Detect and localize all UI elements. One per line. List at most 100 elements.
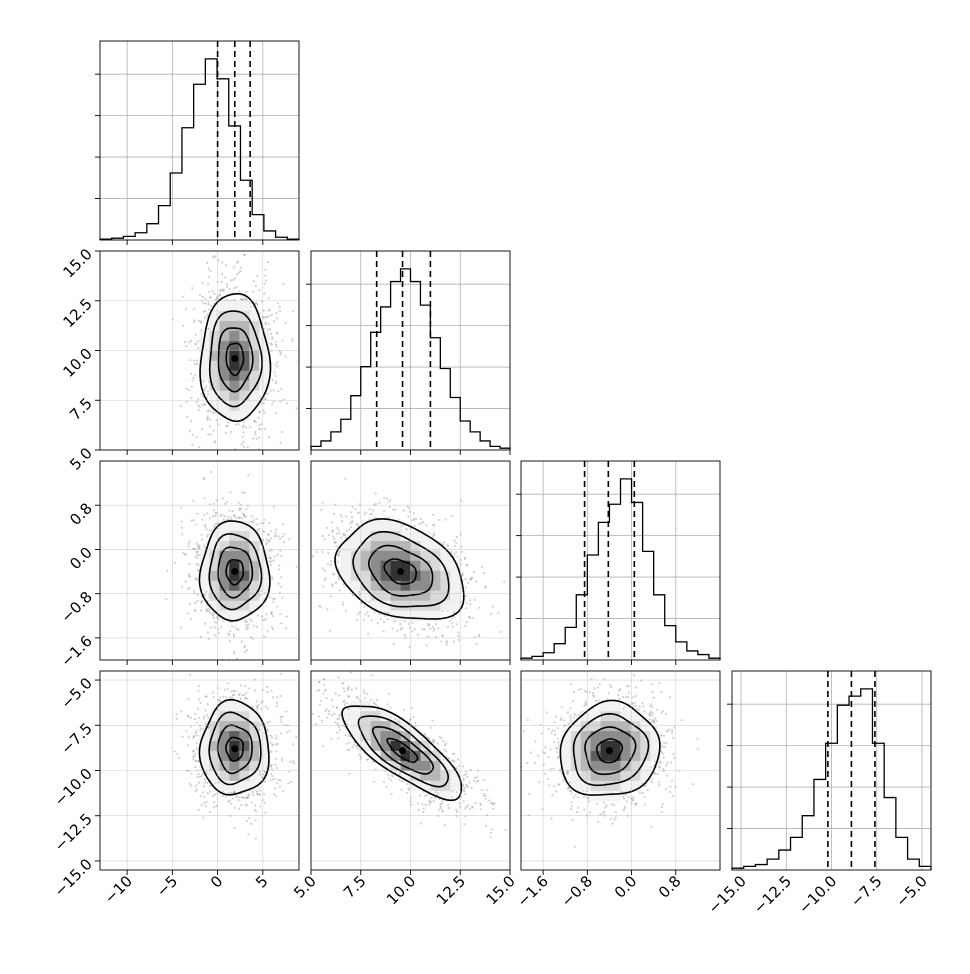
scatter-point (367, 633, 369, 635)
scatter-point (274, 375, 276, 377)
scatter-point (212, 515, 214, 517)
scatter-point (208, 291, 210, 293)
scatter-point (435, 623, 437, 625)
scatter-point (276, 361, 278, 363)
density-cell (229, 301, 239, 311)
scatter-point (189, 576, 191, 578)
histogram-panel-3 (727, 671, 931, 870)
scatter-point (207, 303, 209, 305)
scatter-point (469, 599, 471, 601)
density-cell (209, 600, 219, 610)
scatter-point (341, 520, 343, 522)
scatter-point (316, 551, 318, 553)
scatter-point (187, 744, 189, 746)
scatter-point (256, 626, 258, 628)
scatter-point (386, 498, 388, 500)
scatter-point (185, 401, 187, 403)
scatter-point (279, 550, 281, 552)
scatter-point (188, 573, 190, 575)
scatter-point (188, 341, 190, 343)
density-cell (371, 521, 381, 531)
scatter-point (207, 416, 209, 418)
scatter-point (467, 582, 469, 584)
scatter-point (206, 262, 208, 264)
scatter-point (188, 389, 190, 391)
scatter-point (378, 613, 380, 615)
scatter-point (208, 276, 210, 278)
scatter-point (214, 523, 216, 525)
scatter-point (225, 696, 227, 698)
scatter-point (263, 619, 265, 621)
scatter-point (193, 321, 195, 323)
scatter-point (371, 513, 373, 515)
scatter-point (270, 333, 272, 335)
scatter-point (234, 827, 236, 829)
scatter-point (276, 735, 278, 737)
scatter-point (366, 611, 368, 613)
scatter-point (194, 592, 196, 594)
scatter-point (478, 634, 480, 636)
scatter-point (372, 509, 374, 511)
scatter-point (215, 512, 217, 514)
scatter-point (194, 374, 196, 376)
scatter-point (234, 277, 236, 279)
scatter-point (269, 596, 271, 598)
scatter-point (187, 612, 189, 614)
scatter-point (271, 338, 273, 340)
scatter-point (213, 430, 215, 432)
scatter-point (286, 616, 288, 618)
scatter-point (278, 568, 280, 570)
scatter-point (181, 521, 183, 523)
scatter-point (279, 353, 281, 355)
histogram-panel-0 (95, 41, 299, 245)
scatter-point (340, 536, 342, 538)
scatter-point (333, 542, 335, 544)
scatter-point (207, 328, 209, 330)
scatter-point (237, 629, 239, 631)
scatter-point (338, 529, 340, 531)
scatter-point (218, 632, 220, 634)
scatter-point (274, 598, 276, 600)
scatter-point (207, 450, 209, 452)
scatter-point (180, 626, 182, 628)
scatter-point (446, 640, 448, 642)
scatter-point (404, 634, 406, 636)
scatter-point (279, 306, 281, 308)
scatter-point (231, 626, 233, 628)
scatter-point (275, 750, 277, 752)
scatter-point (238, 502, 240, 504)
scatter-point (235, 690, 237, 692)
scatter-point (247, 833, 249, 835)
scatter-point (344, 477, 346, 479)
scatter-point (280, 442, 282, 444)
scatter-point (276, 332, 278, 334)
scatter-point (405, 528, 407, 530)
scatter-point (471, 577, 473, 579)
scatter-point (329, 595, 331, 597)
scatter-point (204, 302, 206, 304)
scatter-point (268, 540, 270, 542)
scatter-point (245, 426, 247, 428)
scatter-point (351, 516, 353, 518)
scatter-point (282, 283, 284, 285)
scatter-point (197, 708, 199, 710)
scatter-point (399, 623, 401, 625)
scatter-point (244, 651, 246, 653)
panel-background (100, 41, 299, 240)
scatter-point (207, 283, 209, 285)
scatter-point (232, 510, 234, 512)
scatter-point (165, 598, 167, 600)
scatter-point (460, 500, 462, 502)
scatter-point (186, 388, 188, 390)
scatter-point (205, 528, 207, 530)
scatter-point (233, 266, 235, 268)
scatter-point (336, 533, 338, 535)
scatter-point (433, 628, 435, 630)
scatter-point (191, 444, 193, 446)
scatter-point (244, 645, 246, 647)
scatter-point (193, 519, 195, 521)
scatter-point (337, 552, 339, 554)
density-cell (371, 561, 381, 571)
scatter-point (276, 782, 278, 784)
scatter-point (481, 566, 483, 568)
